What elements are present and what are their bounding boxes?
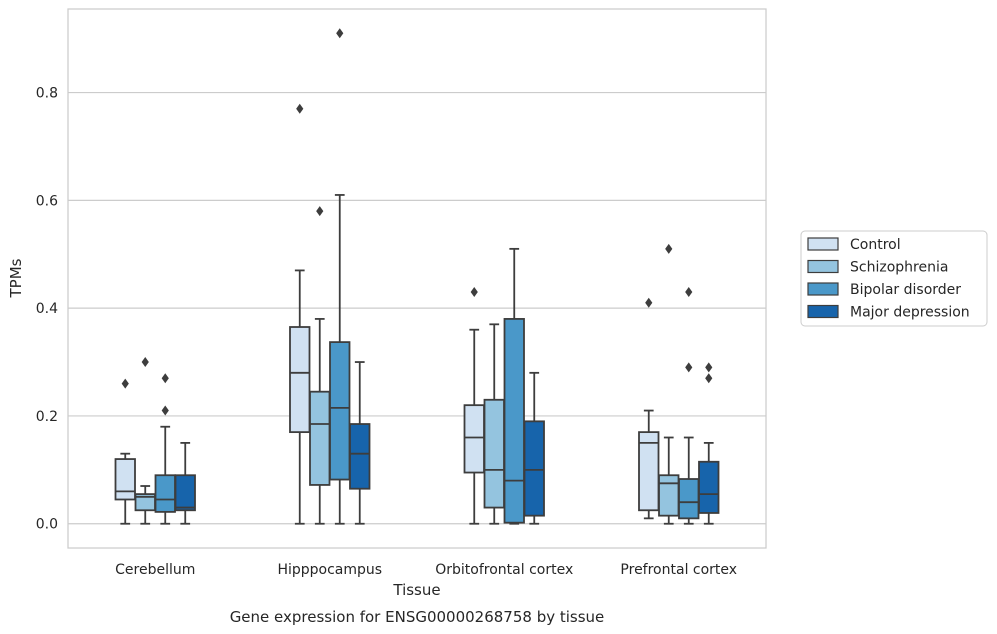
box bbox=[463, 404, 485, 474]
y-tick-labels: 0.0 0.2 0.4 0.6 0.8 bbox=[36, 86, 58, 533]
x-tick-label: Hipppocampus bbox=[277, 562, 382, 578]
legend-label: Major depression bbox=[850, 305, 970, 321]
y-tick-label: 0.0 bbox=[36, 517, 58, 533]
box bbox=[289, 326, 311, 434]
x-tick-label: Cerebellum bbox=[115, 562, 195, 578]
outlier-point bbox=[141, 357, 149, 368]
legend-label: Control bbox=[850, 237, 901, 253]
outlier-point bbox=[645, 297, 653, 308]
legend-swatch bbox=[807, 304, 839, 319]
box bbox=[174, 474, 196, 512]
outlier-point bbox=[705, 373, 713, 384]
outlier-point bbox=[336, 28, 344, 39]
y-tick-label: 0.6 bbox=[36, 193, 58, 209]
y-tick-label: 0.8 bbox=[36, 86, 58, 102]
box bbox=[678, 478, 700, 520]
legend-swatch bbox=[807, 282, 839, 296]
y-axis-label: TPMs bbox=[7, 258, 25, 298]
box bbox=[114, 458, 136, 501]
box bbox=[483, 398, 505, 509]
x-tick-labels: Cerebellum Hipppocampus Orbitofrontal cort… bbox=[115, 562, 737, 578]
box-group bbox=[463, 247, 545, 525]
legend-label: Bipolar disorder bbox=[850, 282, 961, 298]
box-group bbox=[114, 357, 196, 525]
outlier-point bbox=[161, 373, 169, 384]
outlier-point bbox=[685, 286, 693, 297]
legend-swatch bbox=[807, 237, 839, 251]
y-tick-label: 0.2 bbox=[36, 409, 58, 425]
box bbox=[638, 431, 660, 512]
box bbox=[658, 474, 680, 517]
box-group bbox=[638, 243, 720, 525]
legend: Control Schizophrenia Bipolar disorder Majo… bbox=[800, 230, 988, 327]
chart-caption: Gene expression for ENSG00000268758 by t… bbox=[230, 608, 605, 626]
legend-swatch bbox=[807, 259, 839, 274]
outlier-point bbox=[705, 362, 713, 373]
box bbox=[503, 318, 525, 524]
x-tick-label: Orbitofrontal cortex bbox=[435, 562, 573, 578]
legend-label: Schizophrenia bbox=[850, 260, 948, 276]
box-group bbox=[289, 28, 371, 525]
outlier-point bbox=[685, 362, 693, 373]
x-tick-label: Prefrontal cortex bbox=[620, 562, 737, 578]
outlier-point bbox=[316, 206, 324, 217]
box bbox=[698, 460, 720, 514]
outlier-point bbox=[121, 378, 129, 389]
box bbox=[523, 420, 545, 517]
box bbox=[349, 423, 371, 490]
y-tick-label: 0.4 bbox=[36, 301, 58, 317]
legend-frame bbox=[800, 230, 988, 327]
grid-lines bbox=[68, 91, 766, 525]
x-axis-label: Tissue bbox=[392, 581, 440, 599]
box bbox=[329, 341, 351, 481]
box bbox=[154, 474, 176, 513]
outlier-point bbox=[665, 243, 673, 254]
outlier-point bbox=[161, 405, 169, 416]
outlier-point bbox=[470, 286, 478, 297]
outlier-point bbox=[296, 103, 304, 114]
box-groups bbox=[114, 28, 720, 525]
plot-frame bbox=[67, 8, 767, 549]
box bbox=[309, 390, 331, 486]
